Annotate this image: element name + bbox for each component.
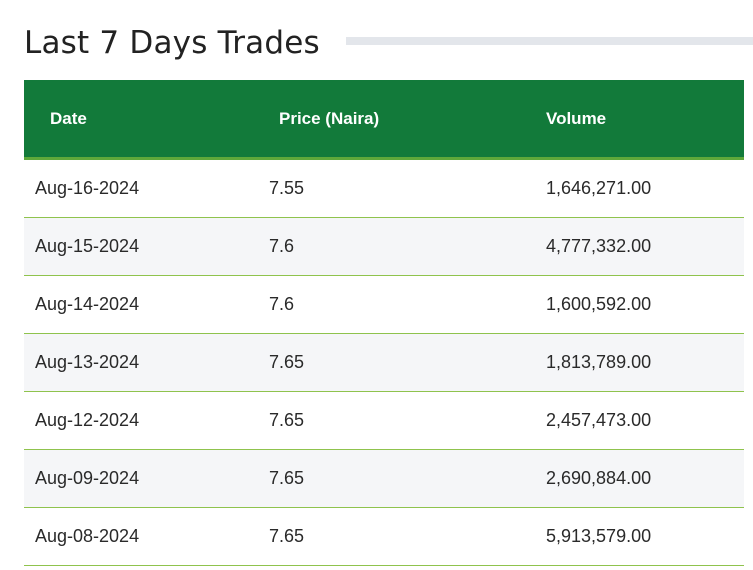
table-row: Aug-15-2024 7.6 4,777,332.00	[24, 218, 744, 276]
cell-volume: 5,913,579.00	[546, 526, 652, 546]
cell-price: 7.65	[269, 526, 305, 546]
cell-volume: 1,813,789.00	[546, 352, 652, 372]
cell-date: Aug-16-2024	[35, 178, 140, 198]
table-row: Aug-08-2024 7.65 5,913,579.00	[24, 508, 744, 566]
cell-volume: 4,777,332.00	[546, 236, 652, 256]
cell-volume: 1,646,271.00	[546, 178, 652, 198]
title-divider	[345, 37, 753, 45]
table-header: Date Price (Naira) Volume	[24, 80, 744, 160]
cell-price: 7.65	[269, 468, 305, 488]
page-title: Last 7 Days Trades	[24, 25, 320, 61]
cell-date: Aug-12-2024	[35, 410, 140, 430]
column-header-volume[interactable]: Volume	[546, 108, 607, 128]
cell-price: 7.6	[269, 236, 295, 256]
table-row: Aug-12-2024 7.65 2,457,473.00	[24, 392, 744, 450]
cell-price: 7.65	[269, 410, 305, 430]
cell-volume: 2,457,473.00	[546, 410, 652, 430]
cell-volume: 2,690,884.00	[546, 468, 652, 488]
table-row: Aug-09-2024 7.65 2,690,884.00	[24, 450, 744, 508]
title-row: Last 7 Days Trades	[24, 18, 753, 68]
cell-date: Aug-09-2024	[35, 468, 140, 488]
cell-date: Aug-14-2024	[35, 294, 140, 314]
cell-volume: 1,600,592.00	[546, 294, 652, 314]
cell-date: Aug-08-2024	[35, 526, 140, 546]
table-row: Aug-13-2024 7.65 1,813,789.00	[24, 334, 744, 392]
cell-price: 7.55	[269, 178, 305, 198]
cell-date: Aug-15-2024	[35, 236, 140, 256]
cell-price: 7.6	[269, 294, 295, 314]
cell-date: Aug-13-2024	[35, 352, 140, 372]
column-header-date[interactable]: Date	[50, 108, 87, 128]
cell-price: 7.65	[269, 352, 305, 372]
column-header-price[interactable]: Price (Naira)	[279, 108, 380, 128]
table-row: Aug-16-2024 7.55 1,646,271.00	[24, 160, 744, 218]
table-row: Aug-14-2024 7.6 1,600,592.00	[24, 276, 744, 334]
trades-table: Date Price (Naira) Volume Aug-16-2024 7.…	[24, 80, 744, 566]
